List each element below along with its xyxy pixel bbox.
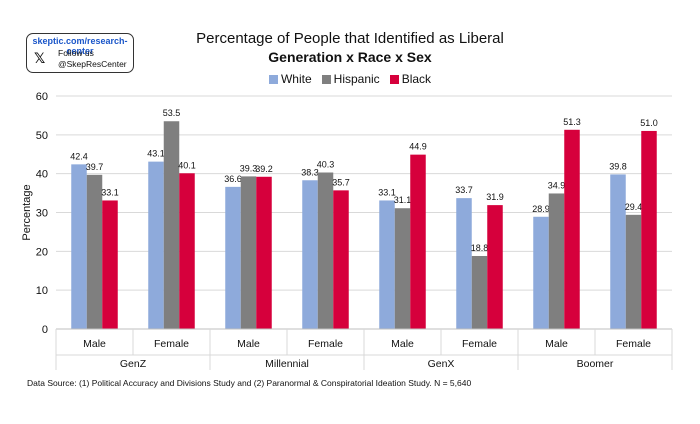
- data-label: 28.9: [532, 204, 550, 214]
- group-label: Boomer: [577, 358, 614, 370]
- data-label: 34.9: [548, 180, 566, 190]
- x-tick-label: Male: [237, 338, 260, 350]
- data-label: 18.8: [471, 243, 489, 253]
- data-label: 33.7: [455, 185, 473, 195]
- data-label: 31.1: [394, 195, 412, 205]
- bar-hispanic: [86, 174, 103, 329]
- data-source-note: Data Source: (1) Political Accuracy and …: [27, 378, 472, 388]
- data-label: 39.7: [86, 162, 104, 172]
- y-tick-label: 10: [36, 285, 48, 297]
- group-label: GenZ: [120, 358, 147, 370]
- bar-white: [148, 161, 164, 329]
- chart-title: Percentage of People that Identified as …: [196, 30, 504, 47]
- x-tick-label: Female: [616, 338, 651, 350]
- legend-swatch-black: [389, 74, 399, 84]
- data-label: 29.4: [625, 202, 643, 212]
- chart-legend: White Hispanic Black: [0, 72, 700, 86]
- data-label: 40.3: [317, 160, 335, 170]
- bar-white: [533, 216, 549, 329]
- y-tick-label: 60: [36, 91, 48, 103]
- bar-black: [410, 154, 426, 329]
- legend-label-black: Black: [401, 72, 432, 86]
- legend-item-hispanic: Hispanic: [321, 72, 380, 86]
- y-axis-label: Percentage: [21, 184, 33, 240]
- bar-black: [256, 176, 272, 329]
- data-label: 51.3: [563, 117, 581, 127]
- legend-swatch-white: [268, 74, 278, 84]
- bar-hispanic: [548, 193, 565, 329]
- data-label: 39.3: [240, 163, 258, 173]
- bar-hispanic: [317, 172, 334, 329]
- data-label: 36.6: [224, 174, 242, 184]
- bar-white: [379, 200, 395, 329]
- bar-black: [564, 129, 580, 329]
- y-tick-label: 30: [36, 208, 48, 220]
- legend-label-white: White: [280, 72, 312, 86]
- bar-hispanic: [471, 255, 488, 329]
- y-tick-label: 50: [36, 130, 48, 142]
- group-label: GenX: [428, 358, 455, 370]
- badge-handle[interactable]: @SkepResCenter: [58, 59, 127, 69]
- bar-white: [610, 174, 626, 329]
- data-label: 42.4: [70, 151, 88, 161]
- data-label: 40.1: [178, 160, 196, 170]
- bar-white: [71, 164, 87, 329]
- bar-hispanic: [394, 208, 411, 329]
- y-tick-label: 40: [36, 169, 48, 181]
- chart-subtitle: Generation x Race x Sex: [268, 49, 432, 65]
- x-tick-label: Male: [545, 338, 568, 350]
- data-label: 53.5: [163, 108, 181, 118]
- x-tick-label: Female: [154, 338, 189, 350]
- group-label: Millennial: [265, 358, 309, 370]
- legend-swatch-hispanic: [321, 74, 331, 84]
- data-label: 33.1: [378, 187, 396, 197]
- data-label: 51.0: [640, 118, 658, 128]
- data-label: 33.1: [101, 187, 119, 197]
- bar-black: [641, 130, 657, 329]
- data-label: 39.2: [255, 164, 273, 174]
- bar-white: [456, 198, 472, 329]
- follow-badge[interactable]: skeptic.com/research-center 𝕏 Follow us …: [26, 33, 134, 73]
- legend-item-black: Black: [389, 72, 432, 86]
- data-label: 39.8: [609, 161, 627, 171]
- data-label: 35.7: [332, 177, 350, 187]
- x-tick-label: Female: [462, 338, 497, 350]
- bar-hispanic: [240, 176, 257, 329]
- x-tick-label: Male: [391, 338, 414, 350]
- bar-hispanic: [163, 121, 180, 329]
- legend-item-white: White: [268, 72, 312, 86]
- bar-black: [102, 200, 118, 329]
- y-tick-label: 20: [36, 246, 48, 258]
- bar-black: [179, 173, 195, 329]
- bar-black: [333, 190, 349, 329]
- bar-white: [225, 186, 241, 329]
- data-label: 43.1: [147, 149, 165, 159]
- data-label: 44.9: [409, 142, 427, 152]
- bar-hispanic: [625, 214, 642, 329]
- y-tick-label: 0: [42, 324, 48, 336]
- badge-url[interactable]: skeptic.com/research-center: [32, 36, 128, 56]
- x-logo-icon: 𝕏: [34, 50, 46, 66]
- x-tick-label: Male: [83, 338, 106, 350]
- bar-white: [302, 180, 318, 329]
- data-label: 38.3: [301, 167, 319, 177]
- bar-black: [487, 205, 503, 329]
- x-tick-label: Female: [308, 338, 343, 350]
- data-label: 31.9: [486, 192, 504, 202]
- legend-label-hispanic: Hispanic: [333, 72, 380, 86]
- badge-follow-text: Follow us: [58, 48, 94, 58]
